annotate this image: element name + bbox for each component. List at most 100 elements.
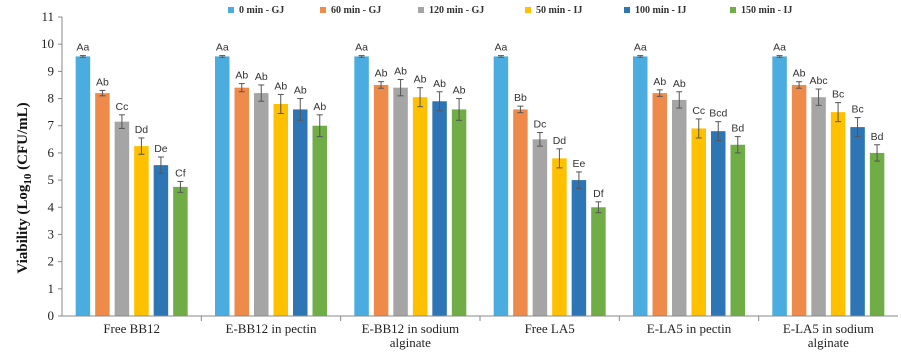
bar: [552, 158, 567, 316]
data-label: Aa: [773, 42, 786, 54]
y-tick-label: 7: [48, 118, 55, 133]
bars: Aa Ab Cc Dd De Cf Aa Ab Ab Ab Ab Ab Aa Ab Ab Ab Ab Ab Aa Bb…: [75, 42, 885, 317]
error-bar: [695, 118, 702, 139]
error-bar: [497, 55, 504, 58]
legend-label: 120 min - GJ: [429, 5, 484, 16]
error-bar: [397, 79, 404, 97]
legend-item: 150 min - IJ: [730, 5, 792, 16]
error-bar: [656, 89, 663, 97]
legend-swatch: [624, 7, 630, 13]
y-tick-label: 5: [48, 172, 55, 187]
data-label: Bcd: [709, 108, 727, 120]
legend: 0 min - GJ 60 min - GJ 120 min - GJ 50 min …: [228, 5, 792, 16]
y-tick-label: 0: [48, 308, 55, 323]
legend-label: 0 min - GJ: [239, 5, 284, 16]
bar: [312, 125, 327, 317]
y-tick-label: 6: [48, 145, 55, 160]
bar: [234, 87, 249, 316]
data-label: De: [154, 143, 168, 155]
x-tick-label: E-BB12 in sodium: [362, 321, 460, 336]
legend-swatch: [525, 7, 531, 13]
y-tick-label: 9: [48, 63, 55, 78]
bar: [293, 109, 308, 316]
error-bar: [118, 114, 125, 129]
data-label: Ab: [673, 78, 686, 90]
bar: [772, 56, 787, 316]
error-bar: [157, 156, 164, 174]
y-tick-label: 1: [48, 281, 55, 296]
bar: [493, 56, 509, 316]
bar: [215, 56, 230, 316]
error-bar: [79, 55, 86, 58]
bar: [95, 93, 110, 316]
bar: [354, 56, 369, 316]
legend-swatch: [320, 7, 326, 13]
bar: [373, 84, 389, 316]
error-bar: [238, 83, 245, 93]
y-tick-label: 4: [48, 199, 55, 214]
data-label: Aa: [216, 42, 229, 54]
error-bar: [734, 136, 741, 154]
error-bar: [378, 81, 385, 89]
data-label: Dd: [553, 135, 567, 147]
data-label: Bc: [851, 104, 863, 116]
bar: [811, 97, 826, 316]
bar: [591, 207, 606, 316]
data-label: Aa: [634, 42, 647, 54]
data-label: Ab: [793, 68, 806, 80]
legend-swatch: [730, 7, 736, 13]
x-tick-label: alginate: [808, 335, 849, 350]
error-bar: [297, 98, 304, 121]
data-label: Bc: [832, 89, 844, 101]
legend-item: 50 min - IJ: [525, 5, 582, 16]
error-bar: [277, 93, 284, 114]
data-label: Bd: [731, 123, 744, 135]
y-tick-label: 2: [48, 254, 55, 269]
error-bar: [854, 117, 861, 138]
bar: [412, 97, 428, 316]
data-label: Ab: [274, 80, 287, 92]
error-bar: [177, 180, 184, 193]
bar: [869, 152, 885, 316]
bar: [114, 121, 130, 317]
data-label: Df: [593, 188, 604, 200]
bar: [711, 131, 726, 316]
error-bar: [835, 102, 842, 123]
legend-swatch: [418, 7, 424, 13]
bar: [791, 84, 807, 316]
bar: [730, 144, 745, 316]
data-label: Ab: [294, 85, 307, 97]
y-tick-label: 11: [41, 9, 54, 24]
data-label: Ab: [653, 76, 666, 88]
bar: [451, 109, 467, 316]
data-label: Cc: [115, 101, 128, 113]
y-axis: 0 1 2 3 4 5 6 7 8 9 10 11: [41, 9, 63, 323]
bar: [393, 87, 408, 316]
error-bar: [796, 81, 803, 89]
legend-label: 100 min - IJ: [635, 5, 686, 16]
bar: [850, 127, 865, 316]
legend-label: 60 min - GJ: [331, 5, 381, 16]
data-label: Ab: [433, 78, 446, 90]
error-bar: [436, 91, 443, 112]
error-bar: [517, 105, 524, 114]
bar: [652, 93, 667, 316]
error-bar: [358, 55, 365, 58]
bar: [75, 56, 91, 316]
error-bar: [637, 55, 644, 58]
bar: [432, 101, 447, 316]
error-bar: [815, 88, 822, 106]
data-label: Dd: [135, 124, 149, 136]
legend-swatch: [228, 7, 234, 13]
error-bar: [456, 98, 463, 121]
data-label: Cc: [692, 105, 705, 117]
error-bar: [258, 84, 265, 102]
data-label: Ab: [375, 68, 388, 80]
bar: [672, 99, 687, 317]
error-bar: [715, 121, 722, 142]
error-bar: [138, 137, 145, 155]
bar: [153, 165, 169, 316]
y-axis-label-prefix: Viability (Log: [15, 184, 31, 274]
x-tick-label: E-LA5 in sodium: [783, 321, 874, 336]
bar: [134, 146, 149, 316]
